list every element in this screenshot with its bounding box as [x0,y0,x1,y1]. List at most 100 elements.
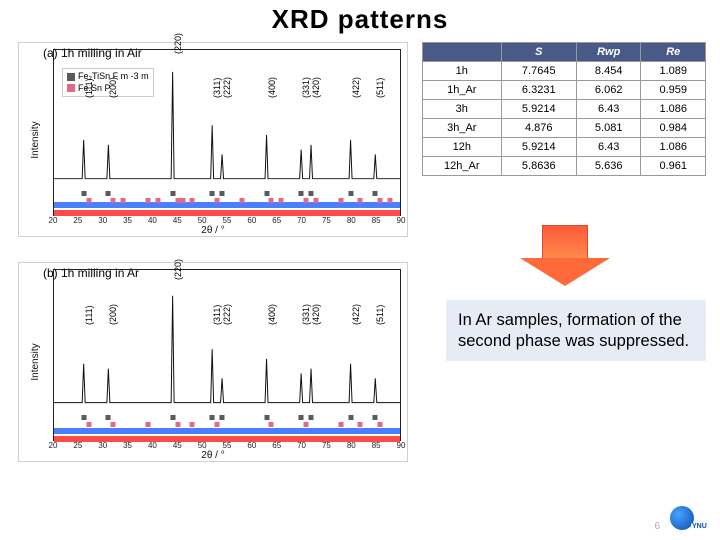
xtick-label: 45 [173,441,182,450]
phase1-tick [81,415,86,420]
phase2-tick [145,198,150,203]
table-row: 1h7.76458.4541.089 [423,62,706,81]
table-row-label: 1h_Ar [423,81,502,100]
table-cell: 7.7645 [501,62,576,81]
phase2-tick [358,198,363,203]
phase1-tick [264,415,269,420]
table-cell: 5.636 [576,157,641,176]
phase1-tick [309,415,314,420]
phase2-tick [269,422,274,427]
xtick-label: 65 [272,216,281,225]
chart-b-ticklayer [54,270,400,440]
xtick-label: 55 [223,441,232,450]
logo-text: YNU [691,523,708,530]
table-cell: 4.876 [501,119,576,138]
xtick-label: 70 [297,441,306,450]
table-cell: 8.454 [576,62,641,81]
phase1-tick [299,191,304,196]
table-cell: 1.086 [641,138,706,157]
phase2-tick [388,198,393,203]
xtick-label: 60 [247,216,256,225]
arrow-body [542,225,588,259]
table-row-label: 1h [423,62,502,81]
table-cell: 1.086 [641,100,706,119]
table-row: 12h5.92146.431.086 [423,138,706,157]
xtick-label: 90 [397,441,406,450]
table-header-cell: S [501,43,576,62]
table-row-label: 3h_Ar [423,119,502,138]
table-cell: 0.984 [641,119,706,138]
xtick-label: 45 [173,216,182,225]
xtick-label: 85 [372,216,381,225]
chart-a-ticklayer [54,50,400,215]
table-header-cell [423,43,502,62]
phase2-tick [155,198,160,203]
down-arrow [520,225,610,290]
phase1-tick [210,191,215,196]
phase2-tick [269,198,274,203]
table-header-row: SRwpRe [423,43,706,62]
phase1-tick [170,415,175,420]
xrd-chart-b: (b) 1h milling in Ar Intensity (111)(200… [18,262,408,462]
phase2-tick [111,422,116,427]
xtick-label: 25 [73,216,82,225]
xtick-label: 20 [49,216,58,225]
phase1-tick [309,191,314,196]
table-cell: 0.959 [641,81,706,100]
phase1-tick [348,415,353,420]
xtick-label: 85 [372,441,381,450]
xtick-label: 50 [198,216,207,225]
chart-b-plot: (111)(200)(220)(311)(222)(400)(331)(420)… [53,269,401,441]
xtick-label: 60 [247,441,256,450]
chart-a-xlabel: 2θ / ° [19,225,407,236]
table-cell: 5.081 [576,119,641,138]
table-cell: 6.3231 [501,81,576,100]
phase1-tick [348,191,353,196]
phase2-tick [175,422,180,427]
table-body: 1h7.76458.4541.0891h_Ar6.32316.0620.9593… [423,62,706,176]
phase2-tick [304,422,309,427]
table-cell: 0.961 [641,157,706,176]
phase1-tick [106,191,111,196]
phase2-tick [180,198,185,203]
phase1-tick [373,415,378,420]
xtick-label: 80 [347,441,356,450]
xtick-label: 65 [272,441,281,450]
phase1-tick [106,415,111,420]
table-row-label: 12h [423,138,502,157]
table-cell: 6.43 [576,100,641,119]
phase1-tick [220,415,225,420]
table-row-label: 12h_Ar [423,157,502,176]
phase2-tick [304,198,309,203]
xtick-label: 30 [98,216,107,225]
page-number: 6 [654,521,660,532]
phase2-tick [215,198,220,203]
xtick-label: 90 [397,216,406,225]
xtick-label: 50 [198,441,207,450]
xtick-label: 75 [322,441,331,450]
xrd-chart-a: (a) 1h milling in Air Intensity Fe₂TiSn … [18,42,408,237]
table-row-label: 3h [423,100,502,119]
phase1-tick [299,415,304,420]
phase1-tick [170,191,175,196]
table-row: 12h_Ar5.86365.6360.961 [423,157,706,176]
xtick-label: 40 [148,441,157,450]
phase1-tick [81,191,86,196]
table-header-cell: Rwp [576,43,641,62]
phase2-tick [86,198,91,203]
phase2-tick [86,422,91,427]
table-cell: 5.8636 [501,157,576,176]
chart-a-ylabel: Intensity [30,121,41,158]
phase2-tick [358,422,363,427]
phase2-tick [145,422,150,427]
phase2-tick [215,422,220,427]
xtick-label: 35 [123,216,132,225]
xtick-label: 30 [98,441,107,450]
phase2-tick [279,198,284,203]
phase1-tick [210,415,215,420]
table-row: 3h_Ar4.8765.0810.984 [423,119,706,138]
phase1-tick [373,191,378,196]
phase2-tick [190,422,195,427]
arrow-head [520,258,610,286]
phase2-tick [378,422,383,427]
